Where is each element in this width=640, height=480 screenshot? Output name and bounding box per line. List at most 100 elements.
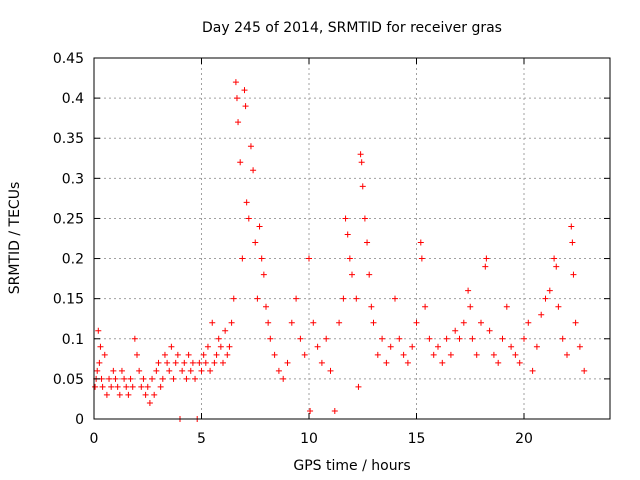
data-point	[252, 239, 259, 246]
data-point	[533, 343, 540, 350]
data-point	[200, 351, 207, 358]
data-point	[129, 383, 136, 390]
data-point	[243, 199, 250, 206]
data-point	[196, 359, 203, 366]
data-point	[529, 367, 536, 374]
data-point	[443, 335, 450, 342]
data-point	[422, 303, 429, 310]
data-point	[483, 255, 490, 262]
data-point	[127, 375, 134, 382]
data-point	[551, 255, 558, 262]
data-point	[217, 343, 224, 350]
x-tick-label: 15	[408, 431, 426, 447]
data-point	[224, 351, 231, 358]
data-point	[318, 359, 325, 366]
data-point	[344, 231, 351, 238]
data-point	[555, 303, 562, 310]
data-point	[525, 319, 532, 326]
data-point	[233, 95, 240, 102]
data-point	[263, 303, 269, 310]
data-point	[379, 335, 386, 342]
data-point	[260, 271, 267, 278]
data-point	[245, 215, 252, 222]
data-point	[157, 383, 164, 390]
chart-title: Day 245 of 2014, SRMTID for receiver gra…	[202, 20, 502, 36]
data-point	[136, 367, 143, 374]
data-point	[314, 343, 321, 350]
data-point	[185, 351, 192, 358]
data-point	[220, 359, 226, 366]
data-point	[564, 351, 570, 358]
data-point	[499, 335, 506, 342]
data-point	[430, 351, 437, 358]
data-point	[101, 351, 108, 358]
data-point	[131, 335, 138, 342]
y-tick-label: 0.25	[53, 211, 84, 227]
data-point	[166, 367, 173, 374]
plot-border	[93, 57, 611, 420]
data-point	[392, 295, 398, 302]
data-point	[164, 359, 171, 366]
data-point	[114, 383, 121, 390]
data-point	[241, 87, 248, 94]
data-point	[258, 255, 265, 262]
data-point	[364, 239, 371, 246]
data-point	[404, 359, 411, 366]
x-tick-label: 0	[90, 431, 99, 447]
y-tick-label: 0.2	[62, 252, 84, 268]
data-point	[359, 183, 366, 190]
data-point	[247, 143, 254, 150]
data-point	[521, 335, 527, 342]
data-point	[103, 391, 110, 398]
data-point	[151, 391, 158, 398]
data-point	[149, 375, 156, 382]
data-point	[495, 359, 502, 366]
data-point	[576, 343, 583, 350]
data-point	[204, 343, 211, 350]
data-point	[140, 375, 147, 382]
data-point	[146, 399, 153, 406]
data-point	[310, 319, 317, 326]
data-point	[452, 327, 459, 334]
data-point	[174, 351, 181, 358]
data-point	[435, 343, 441, 350]
data-point	[202, 359, 209, 366]
data-point	[179, 367, 186, 374]
ticks: 0 0.05 0.1 0.15 0.2 0.25 0.3 0.35 0.4 0.45 0 5 10 15 2…	[53, 51, 610, 447]
data-point	[490, 351, 497, 358]
data-point	[121, 375, 128, 382]
data-point	[568, 223, 575, 230]
data-point	[478, 319, 484, 326]
data-point	[482, 263, 489, 270]
data-point	[207, 367, 214, 374]
y-tick-label: 0.3	[62, 171, 84, 187]
data-point	[327, 367, 334, 374]
data-point	[242, 103, 249, 110]
data-point	[570, 271, 577, 278]
y-tick-label: 0	[75, 412, 84, 428]
data-point	[307, 407, 314, 414]
data-point	[357, 151, 364, 158]
data-point	[553, 263, 560, 270]
data-point	[546, 287, 553, 294]
data-point	[211, 359, 218, 366]
data-point	[226, 343, 233, 350]
data-point	[168, 343, 175, 350]
data-point	[106, 375, 113, 382]
data-point	[569, 239, 576, 246]
data-point	[559, 335, 566, 342]
data-point	[409, 343, 416, 350]
data-point	[512, 351, 519, 358]
data-point	[503, 303, 510, 310]
data-point	[284, 359, 291, 366]
data-point	[353, 295, 360, 302]
data-point	[256, 223, 263, 230]
data-point	[159, 375, 166, 382]
data-point	[288, 319, 295, 326]
x-tick-label: 20	[515, 431, 533, 447]
data-point	[368, 303, 375, 310]
data-point	[123, 383, 130, 390]
data-point	[94, 367, 101, 374]
data-point	[138, 383, 145, 390]
data-point	[361, 215, 368, 222]
